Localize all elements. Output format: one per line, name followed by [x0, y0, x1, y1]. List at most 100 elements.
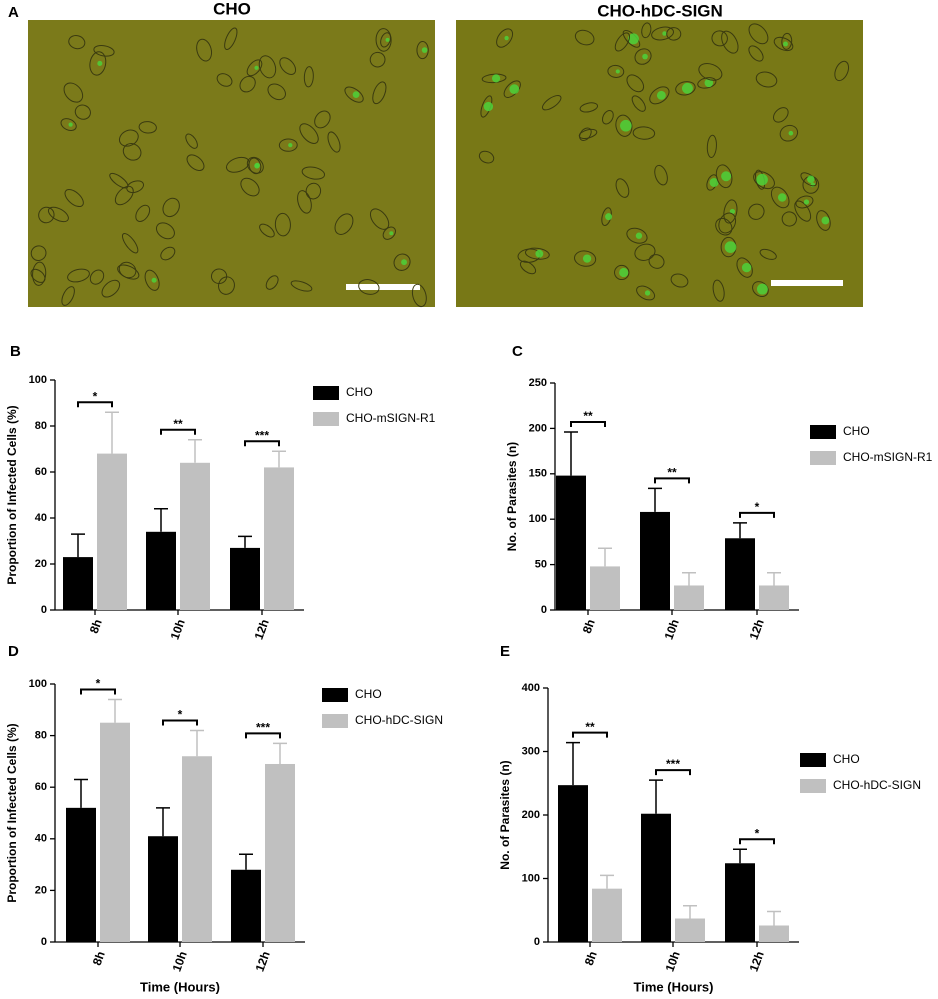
fluorescence	[656, 90, 666, 100]
bar	[759, 925, 789, 942]
error-bar	[156, 807, 170, 837]
y-tick-label: 100	[29, 374, 47, 386]
significance-bracket	[739, 838, 775, 845]
y-tick-label: 60	[35, 466, 47, 478]
legend-swatch	[810, 451, 836, 465]
y-tick-label: 400	[522, 682, 540, 694]
fluorescence	[756, 173, 768, 186]
bar	[100, 722, 130, 942]
cell	[641, 22, 652, 39]
error-bar	[683, 905, 697, 919]
x-tick-label: 12h	[253, 949, 273, 973]
cell	[32, 261, 47, 286]
bar	[725, 538, 755, 610]
cell	[305, 182, 322, 200]
error-bar	[238, 535, 252, 548]
significance-label: *	[755, 826, 760, 840]
cell	[773, 36, 794, 52]
bar	[674, 585, 704, 610]
fluorescence	[401, 259, 408, 266]
significance-label: **	[173, 417, 183, 431]
fluorescence	[483, 101, 494, 112]
cell	[47, 206, 69, 223]
legend-swatch	[322, 688, 348, 702]
error-bar	[564, 431, 578, 476]
cell	[614, 264, 630, 281]
fluorescence	[803, 199, 810, 205]
cell	[372, 81, 387, 105]
cell	[715, 164, 733, 189]
y-tick-label: 200	[529, 422, 547, 434]
legend-label: CHO-mSIGN-R1	[843, 450, 933, 464]
bar	[182, 756, 212, 942]
legend-label: CHO	[355, 687, 382, 701]
error-bar	[733, 522, 747, 539]
fluorescence	[810, 182, 816, 188]
cell	[114, 185, 134, 206]
fluorescence	[254, 162, 260, 168]
y-tick-label: 300	[522, 745, 540, 757]
error-bar	[682, 572, 696, 586]
cell	[496, 28, 514, 48]
micrograph	[28, 20, 435, 307]
cell	[654, 164, 668, 186]
significance-bracket	[77, 401, 113, 408]
error-bar	[649, 779, 663, 814]
fluorescence	[635, 232, 643, 239]
error-bar	[74, 778, 88, 808]
cell	[753, 171, 775, 190]
fluorescence	[151, 277, 157, 283]
fluorescence	[788, 130, 794, 136]
cell	[712, 279, 725, 302]
legend-label: CHO-hDC-SIGN	[355, 713, 443, 727]
fluorescence	[605, 213, 613, 221]
cell	[74, 104, 91, 120]
cell	[126, 180, 145, 194]
fluorescence	[724, 241, 737, 253]
cell	[670, 273, 689, 288]
cell	[675, 81, 696, 96]
legend-label: CHO	[346, 385, 373, 399]
cell	[101, 279, 121, 298]
fluorescence	[642, 53, 648, 60]
cell	[121, 232, 139, 254]
bar	[230, 547, 260, 610]
y-tick-label: 200	[522, 809, 540, 821]
cell	[160, 246, 176, 261]
cell	[144, 269, 160, 291]
fluorescence	[628, 33, 639, 45]
cell	[759, 248, 777, 260]
significance-bracket	[572, 731, 608, 738]
significance-label: ***	[255, 428, 269, 442]
cell	[711, 30, 728, 47]
error-bar	[767, 572, 781, 586]
fluorescence	[777, 193, 787, 202]
cell	[579, 102, 599, 113]
cell	[265, 275, 279, 290]
cell	[752, 281, 769, 298]
fluorescence	[389, 231, 394, 236]
cell	[615, 178, 630, 198]
cell	[579, 127, 592, 141]
cell	[185, 133, 198, 149]
fluorescence	[509, 84, 520, 95]
bar	[97, 453, 127, 610]
cell	[89, 51, 107, 76]
cell	[626, 227, 648, 244]
bar	[590, 566, 620, 610]
cell	[216, 73, 233, 87]
fluorescence	[783, 41, 788, 47]
cell	[634, 48, 652, 65]
cell	[138, 121, 157, 134]
cell	[196, 38, 213, 62]
cell	[748, 23, 769, 45]
y-tick-label: 40	[35, 833, 47, 845]
legend-label: CHO-mSIGN-R1	[346, 411, 436, 425]
y-tick-label: 150	[529, 468, 547, 480]
image-title: CHO	[213, 0, 251, 18]
scale-bar	[346, 284, 420, 290]
cell	[240, 177, 260, 197]
cell	[225, 156, 250, 173]
cell	[327, 131, 341, 153]
